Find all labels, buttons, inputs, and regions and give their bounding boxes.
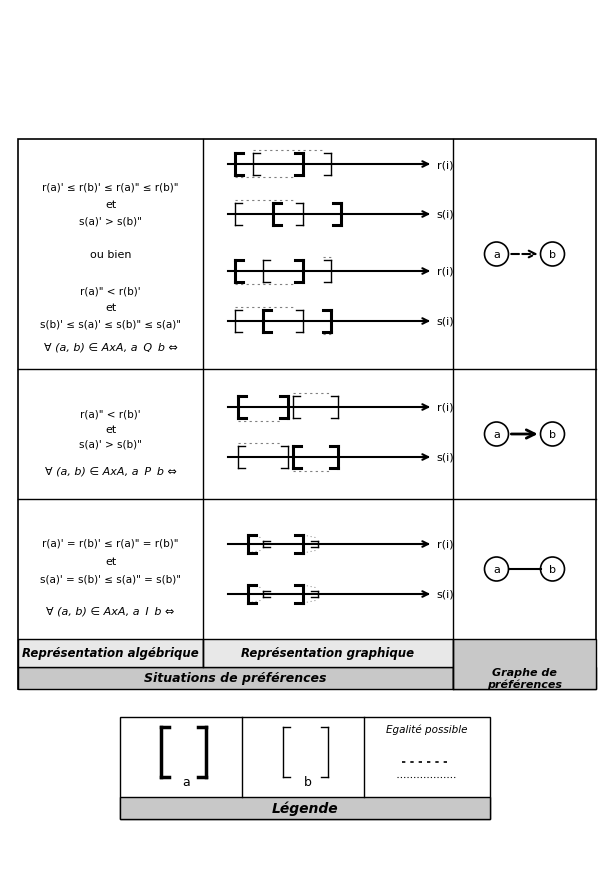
Text: s(i): s(i) — [436, 317, 454, 326]
Text: r(i): r(i) — [437, 267, 453, 276]
Text: s(b)' ≤ s(a)' ≤ s(b)" ≤ s(a)": s(b)' ≤ s(a)' ≤ s(b)" ≤ s(a)" — [40, 319, 181, 330]
Bar — [453, 639, 596, 689]
Bar — [120, 797, 490, 819]
Text: a: a — [493, 430, 500, 439]
Text: r(a)' = r(b)' ≤ r(a)" = r(b)": r(a)' = r(b)' ≤ r(a)" = r(b)" — [42, 538, 179, 548]
Text: s(a)' = s(b)' ≤ s(a)" = s(b)": s(a)' = s(b)' ≤ s(a)" = s(b)" — [40, 574, 181, 584]
Text: et: et — [105, 424, 116, 434]
Text: et: et — [105, 303, 116, 312]
Bar — [203, 639, 453, 667]
Text: b: b — [549, 565, 556, 574]
Text: r(i): r(i) — [437, 403, 453, 412]
Text: r(a)" < r(b)': r(a)" < r(b)' — [80, 287, 141, 296]
Bar — [18, 139, 596, 689]
Text: Graphe de
préférences: Graphe de préférences — [487, 667, 562, 689]
Text: b: b — [549, 250, 556, 260]
Text: s(i): s(i) — [436, 210, 454, 220]
Text: s(i): s(i) — [436, 453, 454, 462]
Bar — [18, 639, 203, 667]
Text: a: a — [493, 250, 500, 260]
Text: s(a)' > s(b)": s(a)' > s(b)" — [79, 439, 142, 450]
Text: b: b — [304, 775, 312, 788]
Text: r(a)" < r(b)': r(a)" < r(b)' — [80, 410, 141, 419]
Bar — [18, 667, 453, 689]
Text: Légende: Légende — [271, 801, 338, 816]
Text: r(i): r(i) — [437, 539, 453, 549]
Text: ∀ (a, b) ∈ AxA, a  I  b ⇔: ∀ (a, b) ∈ AxA, a I b ⇔ — [46, 606, 175, 617]
Text: et: et — [105, 556, 116, 567]
Bar — [453, 667, 596, 689]
Text: Représentation algébrique: Représentation algébrique — [22, 646, 199, 660]
Text: b: b — [549, 430, 556, 439]
Text: a: a — [182, 775, 190, 788]
Text: ∀ (a, b) ∈ AxA, a  Q  b ⇔: ∀ (a, b) ∈ AxA, a Q b ⇔ — [44, 343, 177, 353]
Text: s(i): s(i) — [436, 589, 454, 599]
Text: Egalité possible: Egalité possible — [386, 724, 468, 734]
Text: a: a — [493, 565, 500, 574]
Text: Représentation graphique: Représentation graphique — [241, 646, 414, 660]
Text: Situations de préférences: Situations de préférences — [144, 672, 327, 685]
Text: s(a)' > s(b)": s(a)' > s(b)" — [79, 217, 142, 227]
Text: r(i): r(i) — [437, 160, 453, 170]
Bar — [120, 717, 490, 819]
Text: et: et — [105, 200, 116, 210]
Text: ou bien: ou bien — [90, 250, 131, 260]
Text: ∀ (a, b) ∈ AxA, a  P  b ⇔: ∀ (a, b) ∈ AxA, a P b ⇔ — [45, 467, 176, 476]
Text: r(a)' ≤ r(b)' ≤ r(a)" ≤ r(b)": r(a)' ≤ r(b)' ≤ r(a)" ≤ r(b)" — [42, 182, 179, 193]
